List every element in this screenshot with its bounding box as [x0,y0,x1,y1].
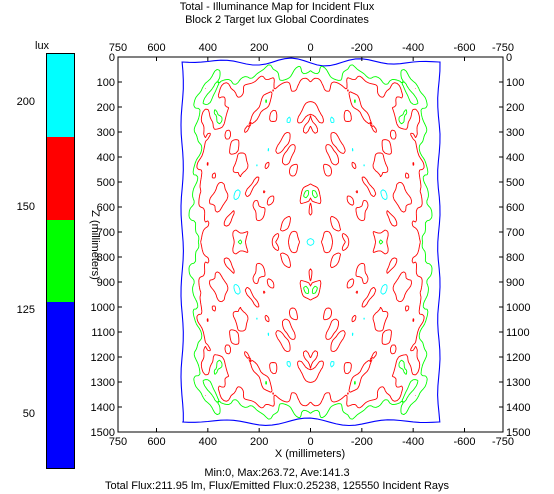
x-tick-label-top-6: -400 [402,42,424,54]
y-tick-label-right-13: 1300 [506,377,530,389]
x-tick-label-bottom-7: -600 [453,436,475,448]
x-tick-label-top-5: -200 [351,42,373,54]
y-tick-label-left-15: 1500 [91,427,115,439]
stats-line: Min:0, Max:263.72, Ave:141.3 [204,467,350,479]
y-tick-label-right-6: 600 [506,202,524,214]
legend-band-2 [47,219,74,303]
y-tick-label-right-10: 1000 [506,302,530,314]
y-tick-label-right-15: 1500 [506,427,530,439]
contour-layer [180,57,441,427]
y-tick-label-right-3: 300 [506,127,524,139]
legend-tick-200: 200 [16,96,35,108]
x-tick-label-bottom-0: 750 [109,436,127,448]
y-tick-label-left-11: 1100 [91,327,115,339]
legend-band-0 [47,54,74,137]
x-tick-label-bottom-3: 200 [250,436,268,448]
legend-band-3 [47,302,74,468]
y-tick-label-left-14: 1400 [91,402,115,414]
plot-frame [117,56,504,433]
y-tick-label-left-7: 700 [97,227,115,239]
legend-unit: lux [35,40,50,52]
chart-subtitle: Block 2 Target lux Global Coordinates [185,14,369,26]
x-tick-label-top-0: 750 [109,42,127,54]
y-tick-label-right-4: 400 [506,152,524,164]
y-tick-label-left-6: 600 [97,202,115,214]
y-tick-label-left-8: 800 [97,252,115,264]
x-tick-label-top-7: -600 [453,42,475,54]
y-tick-label-left-0: 0 [109,52,115,64]
y-tick-label-left-5: 500 [97,177,115,189]
y-tick-label-left-2: 200 [97,102,115,114]
y-tick-label-right-5: 500 [506,177,524,189]
y-tick-label-right-0: 0 [506,52,512,64]
x-tick-label-top-2: 400 [199,42,217,54]
y-tick-label-left-10: 1000 [91,302,115,314]
legend-band-1 [47,136,74,220]
x-tick-label-bottom-6: -400 [402,436,424,448]
y-tick-label-right-11: 1100 [506,327,530,339]
contour-125 [188,64,433,420]
y-tick-label-left-1: 100 [97,77,115,89]
y-tick-label-right-1: 100 [506,77,524,89]
legend-tick-125: 125 [16,304,35,316]
y-tick-label-right-14: 1400 [506,402,530,414]
x-tick-label-top-1: 600 [147,42,165,54]
chart-title: Total - Illuminance Map for Incident Flu… [179,1,375,13]
y-tick-label-right-8: 800 [506,252,524,264]
y-tick-label-left-4: 400 [97,152,115,164]
y-tick-label-left-3: 300 [97,127,115,139]
x-tick-label-bottom-4: 0 [307,436,313,448]
x-tick-label-bottom-8: -750 [492,436,514,448]
y-tick-label-right-12: 1200 [506,352,530,364]
legend-tick-150: 150 [16,201,35,213]
y-tick-label-right-9: 900 [506,277,524,289]
legend-colorbar [46,53,75,469]
y-axis-label: Z (millimeters) [89,210,101,280]
legend-tick-50: 50 [22,408,35,420]
y-tick-label-left-13: 1300 [91,377,115,389]
y-tick-label-left-12: 1200 [91,352,115,364]
x-tick-label-top-3: 200 [250,42,268,54]
x-tick-label-bottom-2: 400 [199,436,217,448]
contour-150 [196,75,425,409]
y-tick-label-left-9: 900 [97,277,115,289]
x-tick-label-top-4: 0 [307,42,313,54]
x-axis-label: X (millimeters) [275,448,345,460]
x-tick-label-top-8: -750 [492,42,514,54]
y-tick-label-right-2: 200 [506,102,524,114]
x-tick-label-bottom-1: 600 [147,436,165,448]
flux-line: Total Flux:211.95 lm, Flux/Emitted Flux:… [104,480,450,492]
axes-layer: 750 750 600 600 400 400 200 200 0 0 -200 -200 -400 -4… [91,42,531,448]
contour-50 [180,57,441,427]
x-tick-label-bottom-5: -200 [351,436,373,448]
contour-200 [233,116,388,368]
y-tick-label-right-7: 700 [506,227,524,239]
